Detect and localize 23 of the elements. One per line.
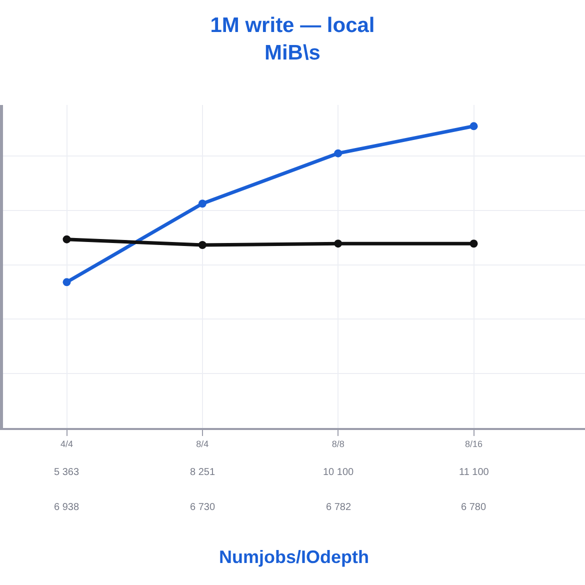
data-label: 6 730 [190,502,216,513]
x-tick-label: 8/4 [196,438,209,449]
data-label: 5 363 [54,467,80,478]
chart-subtitle: MiB\s [264,41,321,64]
point [198,200,206,208]
text: Numjobs/IOdepth [219,547,369,567]
point [334,240,342,248]
data-label: 6 782 [326,502,352,513]
point [334,149,342,158]
x-tick-label: 8/8 [332,438,344,449]
point [62,278,71,286]
data-label: 6 780 [461,502,486,513]
data-label: 6 938 [54,502,80,513]
x-tick-label: 8/16 [464,438,483,449]
chart-title: 1M write — local [210,14,375,38]
point [62,235,71,244]
x-tick-label: 4/4 [60,438,74,449]
data-label: 11 100 [459,467,490,478]
point [470,240,478,248]
data-label: 8 251 [190,467,216,478]
point [470,122,478,130]
point [198,240,206,249]
data-label: 10 100 [323,467,354,478]
